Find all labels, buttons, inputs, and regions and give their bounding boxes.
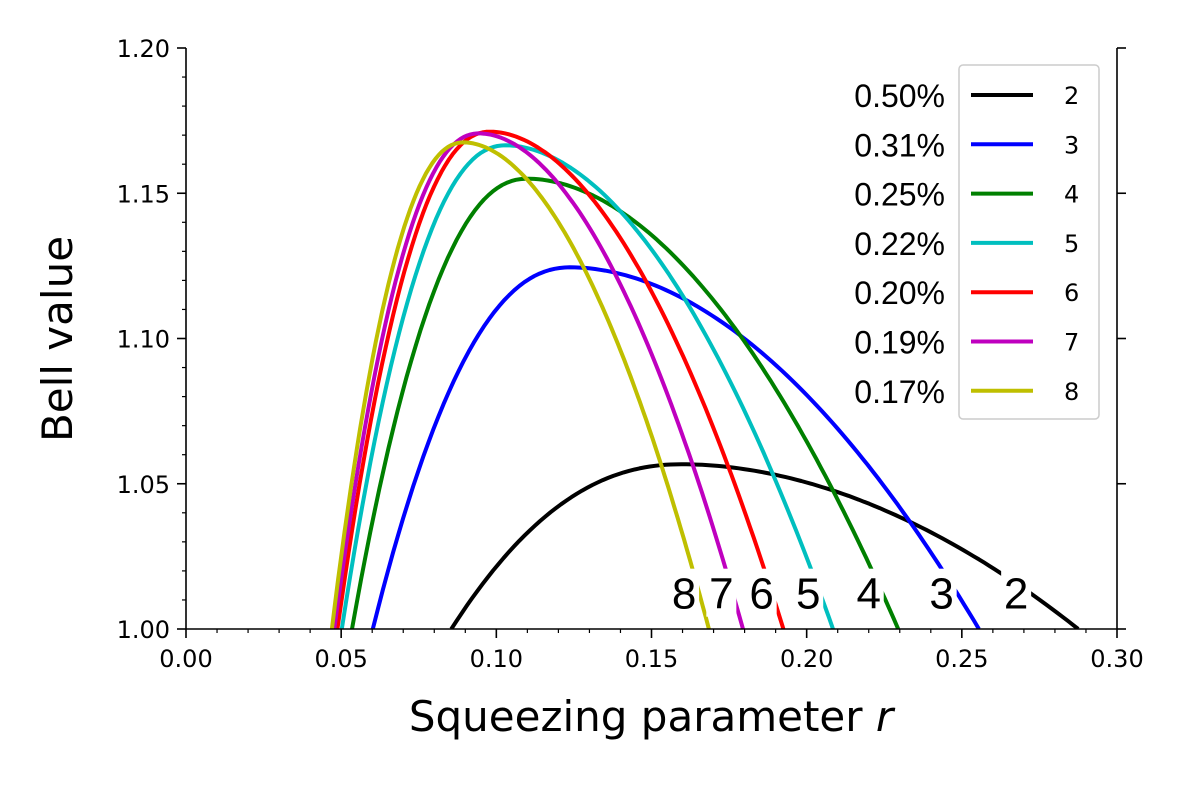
x-tick-label: 0.00 [159,645,212,673]
legend-label-3: 3 [1064,131,1079,159]
x-tick-label: 0.20 [780,645,833,673]
legend-pct-8: 0.17% [854,374,945,410]
legend-pct-4: 0.25% [854,177,945,213]
legend-pct-7: 0.19% [854,325,945,361]
legend-label-5: 5 [1064,230,1079,258]
curve-label-3: 3 [929,570,953,619]
x-tick-label: 0.10 [470,645,523,673]
legend-label-7: 7 [1064,329,1079,357]
legend-label-6: 6 [1064,279,1079,307]
series-group [329,129,1080,629]
curve-label-7: 7 [709,570,733,619]
x-tick-label: 0.05 [314,645,367,673]
legend-label-8: 8 [1064,378,1079,406]
curve-label-5: 5 [796,570,820,619]
x-axis-title: Squeezing parameter r [409,692,896,741]
curve-label-2: 2 [1004,570,1028,619]
x-tick-label: 0.25 [935,645,988,673]
x-tick-label: 0.15 [625,645,678,673]
curve-label-6: 6 [749,570,773,619]
series-line-7 [332,131,745,629]
y-axis-title: Bell value [33,236,82,442]
legend-pct-3: 0.31% [854,127,945,163]
series-line-5 [339,143,835,629]
y-tick-label: 1.10 [117,326,170,354]
x-tick-label: 0.30 [1090,645,1143,673]
y-tick-label: 1.00 [117,616,170,644]
legend-label-2: 2 [1064,82,1079,110]
legend-pct-2: 0.50% [854,78,945,114]
series-line-2 [449,462,1080,629]
legend-pct-6: 0.20% [854,275,945,311]
series-line-6 [335,129,786,629]
y-tick-label: 1.15 [117,180,170,208]
legend-label-4: 4 [1064,181,1079,209]
curve-label-4: 4 [856,570,880,619]
legend-pct-5: 0.22% [854,226,945,262]
y-tick-label: 1.20 [117,35,170,63]
series-line-8 [329,140,711,629]
curve-label-8: 8 [672,570,696,619]
y-tick-label: 1.05 [117,471,170,499]
series-line-3 [370,265,981,629]
